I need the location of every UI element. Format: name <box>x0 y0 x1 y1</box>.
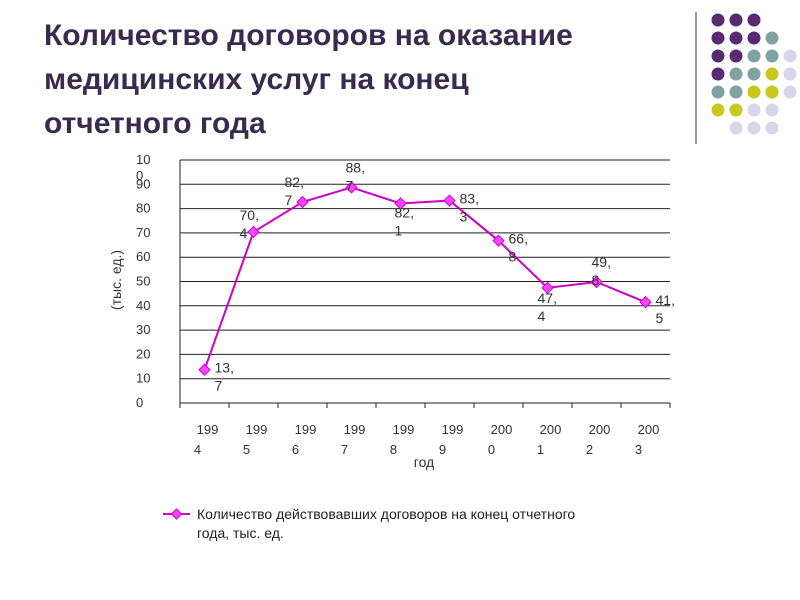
x-tick-label: 199 5 <box>243 422 267 457</box>
legend-label-line-1: Количество действовавших договоров на ко… <box>197 506 575 522</box>
decor-dot <box>747 49 761 63</box>
x-tick-label: 199 9 <box>439 422 463 457</box>
data-label: 13, 7 <box>215 360 234 394</box>
x-tick-label: 200 3 <box>635 422 659 457</box>
y-tick-label: 10 0 <box>136 152 150 183</box>
decor-dot <box>765 67 779 81</box>
series-markers <box>198 181 652 376</box>
data-labels: 13, 7 70, 4 82, 7 88, 7 82, 1 83, 3 66, 8 47, 4 49, 8 41, 5 <box>215 159 675 393</box>
decor-dot <box>711 85 725 99</box>
data-label: 49, 8 <box>592 254 611 288</box>
y-tick-label: 50 <box>136 274 150 289</box>
decor-dot <box>747 31 761 45</box>
y-tick-label: 80 <box>136 201 150 216</box>
decor-dot <box>747 13 761 27</box>
decor-dot <box>783 85 797 99</box>
legend-marker-swatch <box>170 508 183 520</box>
y-tick-label: 70 <box>136 225 150 240</box>
decor-dot <box>783 49 797 63</box>
x-tick-label: 199 8 <box>390 422 414 457</box>
decor-dot <box>783 67 797 81</box>
y-tick-label: 60 <box>136 249 150 264</box>
title-line-2: медицинских услуг на конец <box>44 63 469 96</box>
y-tick-label: 40 <box>136 298 150 313</box>
chart-gridlines <box>179 159 671 408</box>
x-tick-label: 200 2 <box>586 422 610 457</box>
decor-dot <box>729 67 743 81</box>
data-label: 82, 1 <box>395 204 414 238</box>
data-label: 82, 7 <box>285 174 304 208</box>
decor-dot <box>765 31 779 45</box>
series-marker <box>247 225 260 239</box>
series-marker <box>492 234 505 247</box>
decor-dot-grid <box>711 13 797 135</box>
series-line <box>203 186 646 371</box>
x-tick-label: 200 1 <box>537 422 561 457</box>
series-marker <box>296 195 309 209</box>
decor-dot <box>747 121 761 135</box>
legend-label-line-2: года, тыс. ед. <box>197 525 284 541</box>
y-tick-label: 10 <box>136 371 150 386</box>
data-label: 41, 5 <box>656 292 675 326</box>
decor-divider <box>695 12 697 144</box>
x-axis-label: год <box>414 454 434 470</box>
title-line-3: отчетного года <box>44 107 266 140</box>
y-tick-label: 20 <box>136 346 150 361</box>
legend: Количество действовавших договоров на ко… <box>163 506 579 541</box>
decor-dot <box>729 103 743 117</box>
page-title: Количество договоров на оказание медицин… <box>44 14 684 146</box>
x-tick-label: 199 7 <box>341 422 365 457</box>
y-axis-label: (тыс. ед.) <box>108 250 124 310</box>
decor-dot <box>765 121 779 135</box>
decor-dot <box>711 67 725 81</box>
decor-dot <box>711 13 725 27</box>
legend-label: Количество действовавших договоров на ко… <box>197 506 579 541</box>
data-label: 70, 4 <box>240 207 259 241</box>
y-tick-label: 30 <box>136 322 150 337</box>
series-marker <box>198 363 211 376</box>
series-marker <box>639 295 652 309</box>
series-marker <box>443 194 456 207</box>
decor-dot <box>729 85 743 99</box>
decor-dot <box>729 121 743 135</box>
y-tick-label: 90 <box>136 176 150 191</box>
series-marker <box>541 281 554 295</box>
decor-dot <box>711 31 725 45</box>
series-marker <box>394 197 407 210</box>
series-marker <box>590 275 603 289</box>
x-tick-label: 200 0 <box>488 422 512 457</box>
x-axis-ticks: 199 4 199 5 199 6 199 7 199 8 199 9 200 0 200 1 200 2 200 3 <box>194 422 659 457</box>
decor-dot <box>747 103 761 117</box>
data-label: 83, 3 <box>460 191 479 225</box>
decor-dot <box>729 49 743 63</box>
decor-dot <box>711 103 725 117</box>
decor-dot <box>765 49 779 63</box>
decor-dot <box>747 67 761 81</box>
decor-dot <box>711 49 725 63</box>
title-line-1: Количество договоров на оказание <box>44 19 573 52</box>
x-tick-label: 199 6 <box>292 422 316 457</box>
decor-dot <box>729 13 743 27</box>
y-tick-label: 0 <box>136 395 143 410</box>
x-tick-label: 199 4 <box>194 422 218 457</box>
decor-dot <box>747 85 761 99</box>
decor-dot <box>765 103 779 117</box>
decor-dot <box>765 85 779 99</box>
data-label: 88, 7 <box>346 159 365 193</box>
data-label: 47, 4 <box>538 290 557 324</box>
data-label: 66, 8 <box>509 231 528 265</box>
decor-dot <box>729 31 743 45</box>
series-marker <box>345 181 358 194</box>
